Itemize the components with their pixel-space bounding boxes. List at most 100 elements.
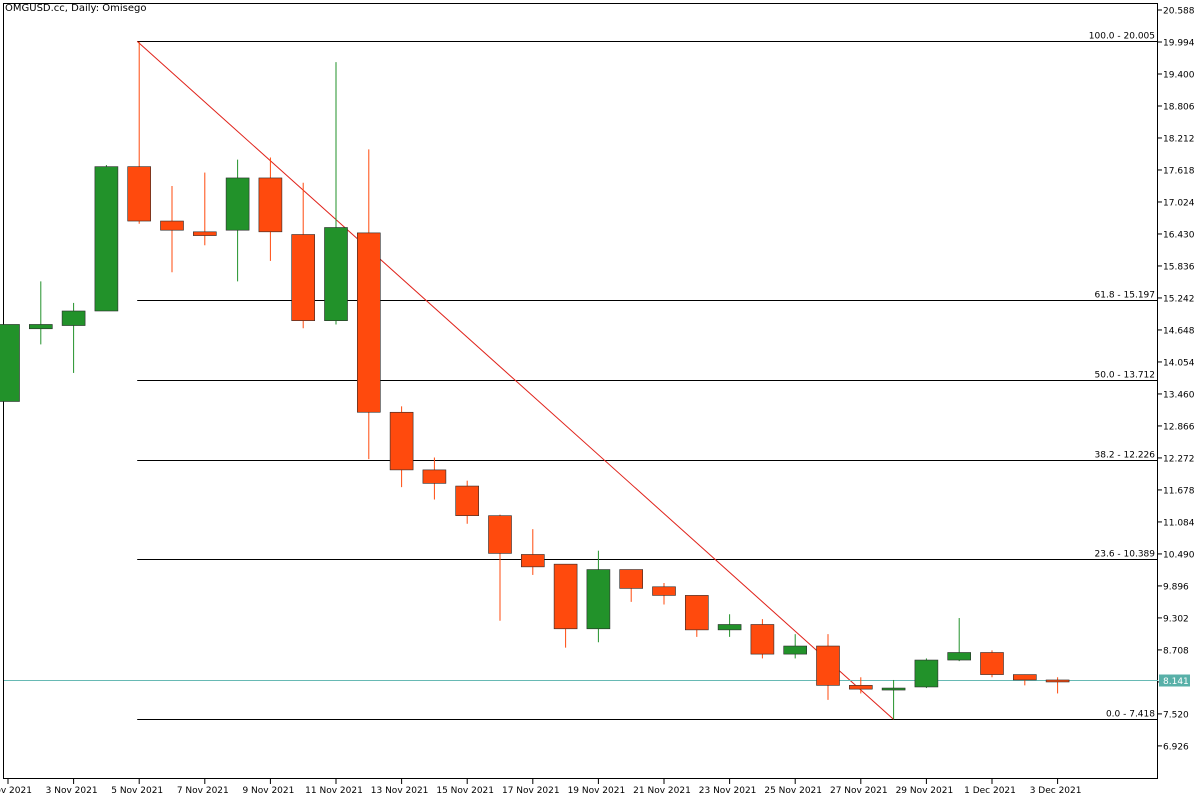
price-axis-label: 17.024 — [1163, 198, 1195, 208]
candle-body-bullish — [881, 687, 906, 691]
price-axis-label: 14.054 — [1163, 358, 1195, 368]
price-axis-label: 11.678 — [1163, 486, 1195, 496]
fibonacci-level-label: 38.2 - 12.226 — [1095, 451, 1156, 461]
candle-body-bearish — [652, 586, 676, 596]
candle — [553, 563, 578, 648]
time-axis-label: 5 Nov 2021 — [111, 786, 163, 796]
candle-body-bearish — [816, 645, 840, 686]
candle — [947, 618, 972, 662]
candle-body-bearish — [520, 554, 545, 568]
candle — [61, 302, 86, 373]
candle — [848, 677, 873, 694]
candle-body-bearish — [980, 652, 1004, 675]
candle — [1012, 674, 1037, 686]
fibonacci-trendline — [136, 41, 894, 720]
time-axis-label: 15 Nov 2021 — [436, 786, 494, 796]
candle-body-bullish — [324, 227, 348, 321]
price-axis-label: 12.866 — [1163, 422, 1195, 432]
time-axis-label: 25 Nov 2021 — [764, 786, 822, 796]
price-axis-label: 18.212 — [1163, 134, 1195, 144]
candle-body-bearish — [258, 177, 283, 233]
candle — [980, 650, 1004, 678]
price-axis-label: 10.490 — [1163, 550, 1195, 560]
candle — [193, 172, 217, 246]
candle — [422, 457, 447, 500]
price-axis-label: 9.302 — [1163, 614, 1189, 624]
candle-body-bullish — [586, 569, 611, 630]
time-axis-label: 13 Nov 2021 — [371, 786, 429, 796]
candle-body-bearish — [455, 485, 480, 516]
fibonacci-level-label: 61.8 - 15.197 — [1095, 291, 1156, 301]
candle — [258, 157, 283, 261]
fibonacci-level-label: 0.0 - 7.418 — [1106, 710, 1155, 720]
candle — [94, 165, 119, 312]
price-axis-label: 8.708 — [1163, 646, 1189, 656]
time-axis-label: 3 Dec 2021 — [1030, 786, 1082, 796]
candle-body-bullish — [61, 310, 86, 326]
current-price-tag: 8.141 — [1159, 674, 1190, 687]
time-axis-label: 23 Nov 2021 — [699, 786, 757, 796]
price-axis-label: 19.994 — [1163, 38, 1195, 48]
candle-body-bearish — [488, 515, 512, 554]
candle-body-bearish — [553, 563, 578, 630]
candle-body-bearish — [356, 232, 381, 413]
price-axis-label: 13.460 — [1163, 390, 1195, 400]
price-axis-label: 16.430 — [1163, 230, 1195, 240]
candle-body-bearish — [160, 220, 184, 231]
time-axis-label: 3 Nov 2021 — [46, 786, 98, 796]
price-axis-label: 6.926 — [1163, 742, 1189, 752]
current-price-tag-box — [1159, 674, 1190, 687]
price-axis-label: 18.806 — [1163, 102, 1195, 112]
candle — [455, 480, 480, 524]
candle — [684, 595, 709, 637]
candle — [520, 529, 545, 575]
fibonacci-level-label: 23.6 - 10.389 — [1095, 550, 1156, 560]
candle-body-bearish — [422, 469, 447, 484]
time-axis-label: 1 Dec 2021 — [964, 786, 1016, 796]
candle-body-bullish — [914, 659, 939, 688]
time-axis-label: 9 Nov 2021 — [242, 786, 294, 796]
price-axis-label: 7.520 — [1163, 710, 1189, 720]
candle — [28, 281, 53, 345]
candle-body-bearish — [389, 411, 414, 471]
price-axis-label: 15.836 — [1163, 262, 1195, 272]
price-axis-label: 14.648 — [1163, 326, 1195, 336]
time-axis-label: 19 Nov 2021 — [568, 786, 626, 796]
candle-body-bearish — [750, 624, 775, 655]
fibonacci-levels: 100.0 - 20.005 61.8 - 15.197 50.0 - 13.712… — [137, 32, 1158, 720]
candle — [652, 583, 676, 605]
candles — [0, 41, 1070, 720]
price-axis-label: 17.618 — [1163, 166, 1195, 176]
candle — [225, 159, 250, 282]
candle — [160, 186, 184, 273]
time-axis-label: 17 Nov 2021 — [502, 786, 560, 796]
candle — [881, 679, 906, 720]
price-axis-label: 20.588 — [1163, 7, 1195, 17]
candle — [816, 634, 840, 700]
fibonacci-trendline-group — [136, 41, 894, 720]
price-axis-label: 12.272 — [1163, 454, 1195, 464]
fibonacci-level-label: 100.0 - 20.005 — [1089, 32, 1155, 42]
candle — [0, 324, 20, 402]
candle-body-bearish — [684, 595, 709, 631]
candle-body-bearish — [1045, 679, 1070, 683]
candle — [783, 634, 808, 659]
candle-body-bearish — [848, 685, 873, 690]
current-price-label: 8.141 — [1163, 677, 1189, 687]
candle-body-bullish — [717, 624, 742, 631]
candle-body-bullish — [225, 177, 250, 231]
price-axis-label: 9.896 — [1163, 582, 1189, 592]
price-axis-label: 11.084 — [1163, 518, 1195, 528]
candle-body-bearish — [1012, 674, 1037, 681]
time-axis-label: 1 Nov 2021 — [0, 786, 32, 796]
candle — [619, 569, 644, 602]
candle — [488, 514, 512, 621]
candle-body-bearish — [193, 231, 217, 236]
candle — [356, 149, 381, 460]
candle — [324, 62, 348, 325]
candle-body-bullish — [947, 652, 972, 661]
time-axis-label: 29 Nov 2021 — [896, 786, 954, 796]
time-axis: 1 Nov 2021 3 Nov 2021 5 Nov 2021 7 Nov 2021… — [0, 779, 1081, 796]
time-axis-label: 27 Nov 2021 — [830, 786, 888, 796]
